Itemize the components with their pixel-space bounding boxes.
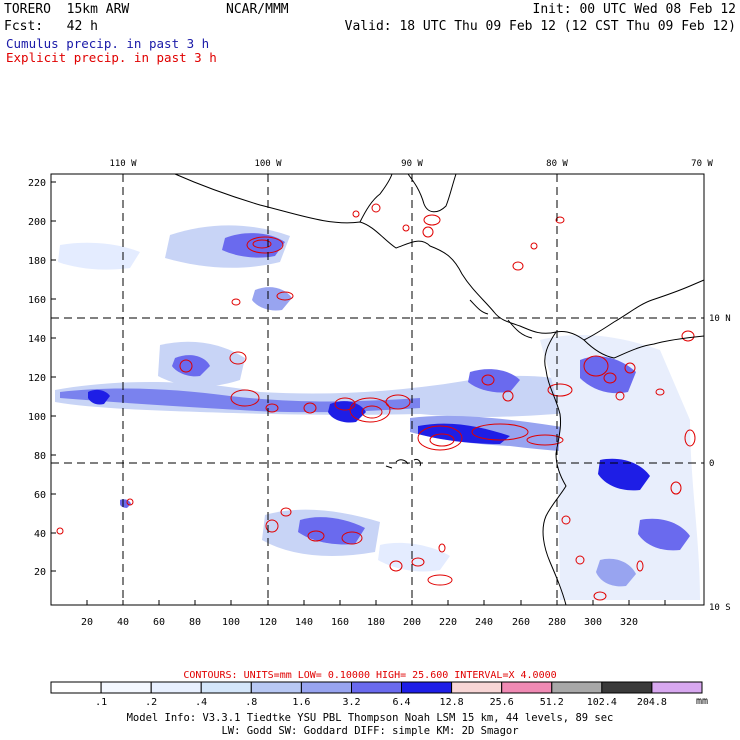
x-tick-label: 160 <box>331 617 349 628</box>
y-tick-label: 200 <box>28 217 46 228</box>
model-title: TORERO 15km ARW <box>4 2 130 17</box>
colorbar-segment <box>300 681 352 694</box>
x-tick-label: 300 <box>584 617 602 628</box>
coastlines <box>174 173 705 606</box>
y-tick-label: 60 <box>34 490 46 501</box>
legend-cumulus: Cumulus precip. in past 3 h <box>6 36 210 51</box>
y-tick-label: 40 <box>34 529 46 540</box>
colorbar-segment <box>501 681 553 694</box>
lon-label: 100 W <box>254 159 282 169</box>
colorbar-segment <box>100 681 152 694</box>
colorbar-label: .4 <box>195 697 208 708</box>
y-tick-label: 180 <box>28 256 46 267</box>
colorbar-label: 25.6 <box>489 697 514 708</box>
colorbar-segment <box>401 681 453 694</box>
y-tick-label: 140 <box>28 334 46 345</box>
y-tick-label: 100 <box>28 412 46 423</box>
y-tick-label: 20 <box>34 567 46 578</box>
contours-info: CONTOURS: UNITS=mm LOW= 0.10000 HIGH= 25… <box>183 670 557 681</box>
x-tick-label: 80 <box>189 617 201 628</box>
x-tick-label: 260 <box>512 617 530 628</box>
y-tick-label: 80 <box>34 451 46 462</box>
longitude-labels: 110 W 100 W 90 W 80 W 70 W <box>109 159 713 169</box>
y-tick-label: 220 <box>28 178 46 189</box>
lat-label: 10 S <box>709 603 731 613</box>
x-tick-label: 120 <box>259 617 277 628</box>
colorbar-label: .8 <box>245 697 258 708</box>
x-tick-label: 100 <box>222 617 240 628</box>
colorbar <box>50 681 703 694</box>
colorbar-segment <box>651 681 703 694</box>
lon-label: 80 W <box>546 159 568 169</box>
lon-label: 110 W <box>109 159 137 169</box>
lon-label: 70 W <box>691 159 713 169</box>
explicit-precip-contours <box>56 203 696 601</box>
colorbar-segment <box>551 681 603 694</box>
x-tick-label: 280 <box>548 617 566 628</box>
y-tick-label: 120 <box>28 373 46 384</box>
org-label: NCAR/MMM <box>226 2 289 17</box>
x-tick-label: 60 <box>153 617 165 628</box>
colorbar-label: 51.2 <box>539 697 564 708</box>
colorbar-label: .1 <box>95 697 108 708</box>
colorbar-label: 204.8 <box>636 697 667 708</box>
lon-label: 90 W <box>401 159 423 169</box>
y-tick-label: 160 <box>28 295 46 306</box>
x-tick-label: 40 <box>117 617 129 628</box>
x-axis-labels: 20 40 60 80 100 120 140 160 180 200 220 … <box>81 617 638 628</box>
latitude-labels: 10 N 0 10 S <box>709 314 731 613</box>
colorbar-label: 6.4 <box>392 697 411 708</box>
x-tick-label: 180 <box>367 617 385 628</box>
x-axis-ticks <box>86 600 666 605</box>
colorbar-segment <box>250 681 302 694</box>
x-tick-label: 20 <box>81 617 93 628</box>
colorbar-segment <box>150 681 202 694</box>
x-tick-label: 240 <box>475 617 493 628</box>
model-info-line2: LW: Godd SW: Goddard DIFF: simple KM: 2D… <box>221 725 519 737</box>
colorbar-segment <box>50 681 102 694</box>
colorbar-label: .2 <box>145 697 158 708</box>
latlon-grid <box>51 174 704 605</box>
colorbar-label: 3.2 <box>342 697 361 708</box>
colorbar-label: 12.8 <box>439 697 464 708</box>
colorbar-segment <box>451 681 503 694</box>
colorbar-segment <box>200 681 252 694</box>
y-axis-ticks <box>51 181 56 572</box>
model-info-line1: Model Info: V3.3.1 Tiedtke YSU PBL Thomp… <box>126 712 614 724</box>
x-tick-label: 200 <box>403 617 421 628</box>
lat-label: 10 N <box>709 314 731 324</box>
colorbar-segment <box>601 681 653 694</box>
x-tick-label: 320 <box>620 617 638 628</box>
x-tick-label: 140 <box>295 617 313 628</box>
colorbar-segment <box>351 681 403 694</box>
y-axis-labels: 20 40 60 80 100 120 140 160 180 200 220 <box>28 178 46 578</box>
valid-time: Valid: 18 UTC Thu 09 Feb 12 (12 CST Thu … <box>344 19 736 34</box>
init-time: Init: 00 UTC Wed 08 Feb 12 <box>532 2 737 17</box>
colorbar-unit: mm <box>696 696 709 707</box>
forecast-hour: Fcst: 42 h <box>4 19 98 34</box>
colorbar-label: 102.4 <box>586 697 617 708</box>
colorbar-label: 1.6 <box>292 697 311 708</box>
x-tick-label: 220 <box>439 617 457 628</box>
lat-label: 0 <box>709 459 714 469</box>
legend-explicit: Explicit precip. in past 3 h <box>6 50 217 65</box>
